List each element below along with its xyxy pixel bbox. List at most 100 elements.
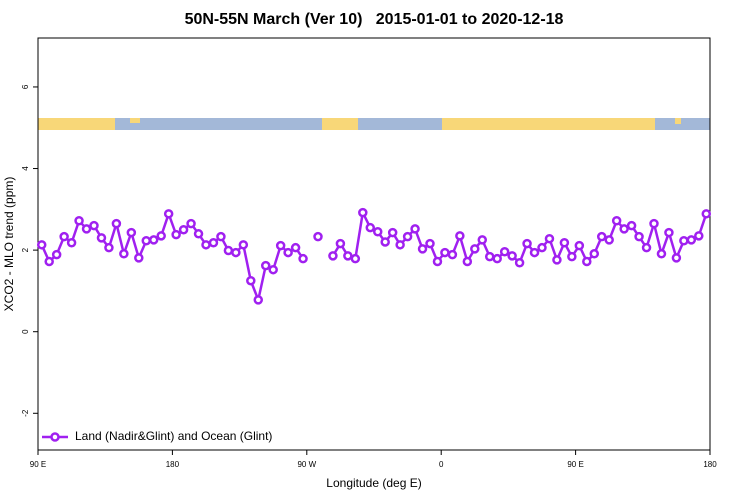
point bbox=[81, 224, 92, 234]
y-tick-label: 0 bbox=[21, 329, 30, 334]
point bbox=[410, 224, 420, 234]
point bbox=[358, 207, 368, 218]
point bbox=[156, 231, 166, 241]
point bbox=[246, 275, 256, 286]
x-tick-label: 90 E bbox=[567, 460, 583, 469]
chart-title: 50N-55N March (Ver 10) 2015-01-01 to 202… bbox=[185, 11, 564, 28]
point bbox=[589, 249, 600, 259]
point bbox=[447, 249, 458, 260]
point bbox=[432, 256, 443, 267]
point bbox=[552, 255, 562, 265]
point bbox=[36, 240, 47, 250]
point bbox=[193, 229, 204, 239]
point bbox=[201, 240, 211, 250]
point bbox=[372, 227, 383, 237]
point bbox=[253, 295, 264, 305]
point bbox=[492, 253, 502, 264]
point bbox=[537, 242, 547, 253]
point bbox=[89, 220, 99, 231]
point bbox=[626, 220, 637, 231]
point bbox=[290, 242, 301, 253]
point bbox=[66, 238, 77, 248]
legend-marker bbox=[50, 432, 60, 442]
point bbox=[582, 256, 592, 267]
point bbox=[260, 260, 271, 271]
point bbox=[231, 247, 241, 258]
y-tick-label: -2 bbox=[21, 409, 30, 417]
point bbox=[499, 247, 510, 257]
x-tick-label: 0 bbox=[439, 460, 444, 469]
point bbox=[455, 231, 465, 241]
point bbox=[507, 251, 517, 261]
point bbox=[567, 251, 577, 262]
y-axis-label: XCO2 - MLO trend (ppm) bbox=[2, 177, 16, 312]
point bbox=[656, 249, 667, 259]
point bbox=[51, 249, 62, 260]
point bbox=[171, 229, 181, 240]
point bbox=[328, 251, 338, 261]
point bbox=[126, 227, 137, 238]
point bbox=[544, 233, 555, 244]
point bbox=[522, 238, 532, 249]
point bbox=[134, 253, 144, 263]
point bbox=[59, 231, 69, 242]
point bbox=[514, 258, 525, 268]
point bbox=[178, 224, 189, 235]
point bbox=[283, 247, 293, 258]
point bbox=[298, 253, 308, 264]
x-tick-label: 90 W bbox=[297, 460, 316, 469]
x-tick-label: 180 bbox=[703, 460, 717, 469]
point bbox=[470, 244, 480, 254]
point bbox=[365, 222, 376, 233]
y-tick-label: 2 bbox=[21, 247, 30, 252]
point bbox=[604, 235, 614, 245]
point bbox=[238, 240, 249, 250]
point bbox=[686, 235, 697, 245]
point bbox=[425, 238, 435, 249]
point bbox=[574, 240, 585, 251]
point bbox=[335, 238, 346, 249]
y-tick-label: 6 bbox=[21, 84, 30, 89]
point bbox=[141, 235, 152, 246]
point bbox=[268, 264, 278, 275]
point bbox=[208, 238, 219, 248]
point bbox=[641, 242, 652, 253]
point bbox=[380, 237, 390, 247]
y-tick-label: 4 bbox=[21, 166, 30, 171]
point bbox=[148, 235, 159, 245]
point bbox=[671, 253, 682, 263]
point bbox=[417, 244, 428, 254]
point bbox=[679, 235, 689, 246]
point bbox=[402, 231, 413, 242]
point bbox=[664, 227, 674, 238]
point bbox=[619, 224, 629, 234]
x-tick-label: 90 E bbox=[30, 460, 46, 469]
x-axis-label: Longitude (deg E) bbox=[326, 476, 421, 490]
point bbox=[350, 253, 361, 264]
point bbox=[477, 235, 488, 245]
point bbox=[611, 215, 622, 226]
point bbox=[96, 233, 107, 243]
point bbox=[596, 231, 607, 242]
point bbox=[701, 209, 712, 219]
point bbox=[119, 249, 129, 259]
point bbox=[163, 209, 174, 219]
point bbox=[111, 218, 122, 229]
point bbox=[395, 240, 405, 250]
point bbox=[559, 238, 570, 248]
point bbox=[44, 256, 54, 267]
point bbox=[529, 247, 540, 258]
point bbox=[484, 251, 495, 262]
point bbox=[186, 218, 196, 229]
point bbox=[104, 242, 114, 253]
legend-label: Land (Nadir&Glint) and Ocean (Glint) bbox=[75, 429, 272, 443]
point bbox=[440, 247, 450, 258]
point bbox=[387, 227, 398, 238]
point bbox=[223, 245, 234, 256]
point bbox=[343, 251, 353, 261]
point bbox=[313, 231, 323, 242]
point bbox=[694, 231, 704, 241]
point bbox=[216, 231, 226, 242]
point bbox=[462, 256, 473, 267]
